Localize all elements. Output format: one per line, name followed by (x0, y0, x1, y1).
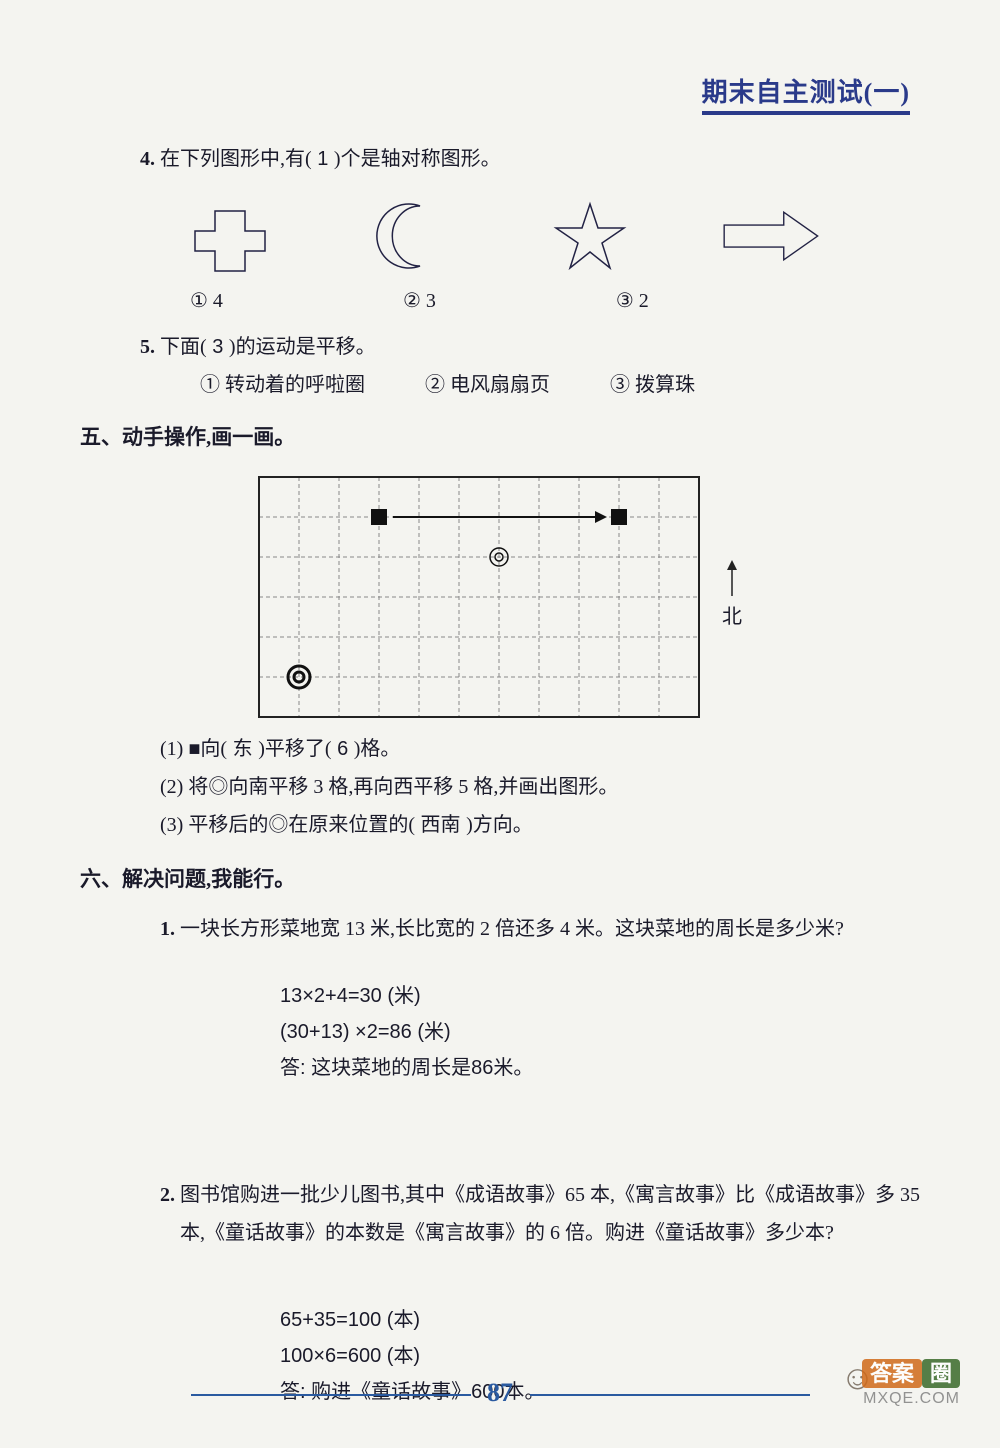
sec5-sub3-after: )方向。 (466, 814, 533, 836)
sec5-sub3: (3) 平移后的◎在原来位置的( 西南 )方向。 (160, 806, 920, 844)
question-4: 4. 在下列图形中,有( 1 )个是轴对称图形。 (140, 140, 920, 178)
north-label: 北 (722, 598, 742, 636)
q5-text-before: 下面( (160, 336, 207, 358)
sec6-q2-text-l1: 图书馆购进一批少儿图书,其中《成语故事》65 本,《寓言故事》比《成语故事》多 … (180, 1184, 920, 1206)
q4-option-1: ① 4 (190, 282, 223, 320)
shape-arrow-icon (715, 196, 825, 276)
grid-diagram-wrap: 北 (80, 476, 920, 718)
sec6-q1: 1. 一块长方形菜地宽 13 米,长比宽的 2 倍还多 4 米。这块菜地的周长是… (160, 910, 920, 948)
sec6-q1-work: 13×2+4=30 (米) (30+13) ×2=86 (米) 答: 这块菜地的… (280, 978, 920, 1086)
q4-shapes-row (140, 196, 860, 276)
q5-option-2: ② 电风扇扇页 (425, 366, 550, 404)
q5-number: 5. (140, 336, 155, 358)
section-5-title: 五、动手操作,画一画。 (80, 418, 920, 458)
q5-option-1: ① 转动着的呼啦圈 (200, 366, 365, 404)
grid-diagram (258, 476, 700, 718)
sec6-q1-calc1: 13×2+4=30 (米) (280, 978, 920, 1014)
sec5-sub1-ans1: 东 (227, 738, 258, 760)
sec6-q2-calc1: 65+35=100 (本) (280, 1302, 920, 1338)
north-arrow-icon (722, 558, 742, 598)
sec6-q1-num: 1. (160, 918, 175, 940)
sec6-q1-calc2: (30+13) ×2=86 (米) (280, 1014, 920, 1050)
sec5-sub1-before: (1) ■向( (160, 738, 227, 760)
watermark-url: MXQE.COM (862, 1390, 960, 1408)
sec5-sub2: (2) 将◎向南平移 3 格,再向西平移 5 格,并画出图形。 (160, 768, 920, 806)
sec6-q2-num: 2. (160, 1184, 175, 1206)
q4-number: 4. (140, 148, 155, 170)
q4-option-3: ③ 2 (616, 282, 649, 320)
q4-options: ① 4 ② 3 ③ 2 (190, 282, 920, 320)
watermark: 答案圈 MXQE.COM (862, 1356, 960, 1408)
sec5-sub3-ans: 西南 (415, 814, 466, 836)
sec6-q2: 2. 图书馆购进一批少儿图书,其中《成语故事》65 本,《寓言故事》比《成语故事… (160, 1176, 920, 1252)
footer-rule-left (191, 1394, 471, 1396)
watermark-badge-a: 答案 (862, 1359, 922, 1388)
sec5-sub3-before: (3) 平移后的◎在原来位置的( (160, 814, 415, 836)
question-5: 5. 下面( 3 )的运动是平移。 (140, 328, 920, 366)
section-6-title: 六、解决问题,我能行。 (80, 860, 920, 900)
sec5-sub1-mid: )平移了( (258, 738, 331, 760)
shape-moon-icon (355, 196, 465, 276)
q4-text-before: 在下列图形中,有( (160, 148, 312, 170)
sec6-q2-text-l2: 本,《童话故事》的本数是《寓言故事》的 6 倍。购进《童话故事》多少本? (180, 1214, 920, 1252)
q5-text-after: )的运动是平移。 (229, 336, 376, 358)
sec6-q1-text: 一块长方形菜地宽 13 米,长比宽的 2 倍还多 4 米。这块菜地的周长是多少米… (180, 918, 844, 940)
q4-option-2: ② 3 (403, 282, 436, 320)
watermark-badge-b: 圈 (922, 1359, 960, 1388)
sec6-q1-ans: 答: 这块菜地的周长是86米。 (280, 1050, 920, 1086)
sec5-sub1-after: )格。 (354, 738, 401, 760)
q4-text-after: )个是轴对称图形。 (334, 148, 501, 170)
sec5-sub1: (1) ■向( 东 )平移了( 6 )格。 (160, 730, 920, 768)
page-number: 87 (487, 1378, 513, 1407)
north-indicator: 北 (722, 558, 742, 636)
footer-rule-right (530, 1394, 810, 1396)
shape-star-icon (535, 196, 645, 276)
sec5-sub1-ans2: 6 (332, 738, 354, 760)
q5-options: ① 转动着的呼啦圈 ② 电风扇扇页 ③ 拨算珠 (200, 366, 920, 404)
q4-answer: 1 (312, 148, 334, 170)
page-header-title: 期末自主测试(一) (702, 72, 910, 115)
q5-answer: 3 (207, 336, 229, 358)
sec6-q2-calc2: 100×6=600 (本) (280, 1338, 920, 1374)
q5-option-3: ③ 拨算珠 (610, 366, 695, 404)
shape-plus-icon (175, 196, 285, 276)
